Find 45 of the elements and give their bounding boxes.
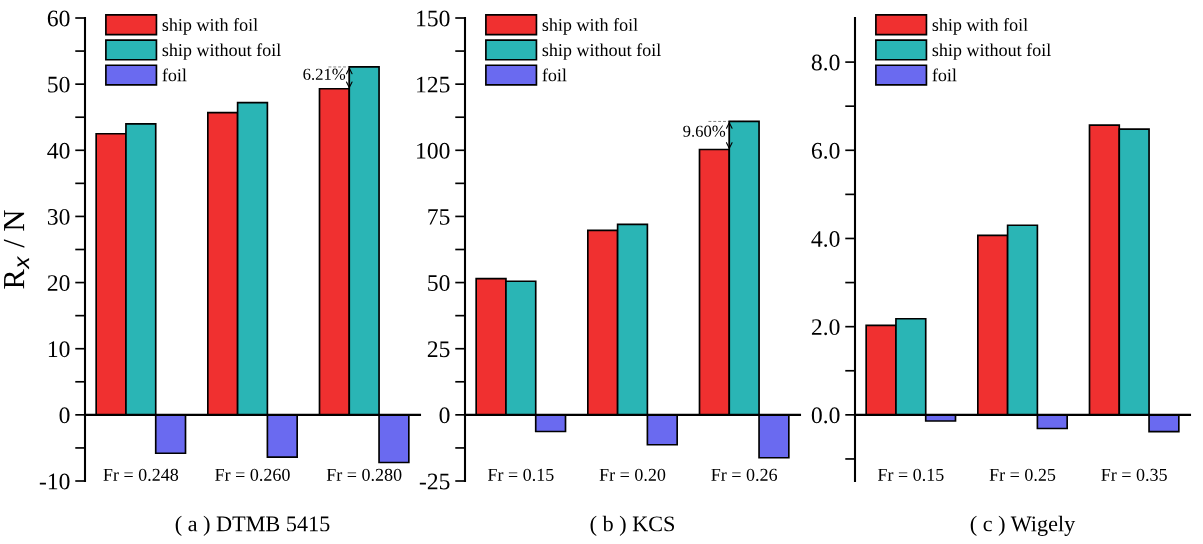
y-tick-label: 125 xyxy=(417,76,450,93)
y-tick-label: 50 xyxy=(428,275,450,291)
y-tick-label: 25 xyxy=(427,341,450,358)
x-tick-label: Fr = 0.15 xyxy=(487,468,554,481)
legend-label: foil xyxy=(542,68,567,82)
y-tick-label: 0 xyxy=(439,407,450,424)
y-tick-label: 20 xyxy=(47,275,70,291)
x-tick-label: Fr = 0.20 xyxy=(599,468,666,481)
y-tick-label: 0 xyxy=(59,407,70,424)
x-tick-label: Fr = 0.248 xyxy=(103,468,179,481)
y-tick-label: -25 xyxy=(419,473,450,490)
x-tick-label: Fr = 0.260 xyxy=(215,468,290,481)
y-tick-label: 2.0 xyxy=(811,319,840,336)
annotation: 9.60% xyxy=(683,125,726,137)
x-axis-title: ( c ) Wigely xyxy=(970,515,1076,536)
x-tick-label: Fr = 0.26 xyxy=(711,468,778,481)
y-tick-label: 50 xyxy=(48,76,70,93)
x-tick-label: Fr = 0.280 xyxy=(326,468,402,481)
legend-label: ship without foil xyxy=(542,43,661,60)
y-tick-label: 10 xyxy=(48,341,70,358)
y-tick-label: 0.0 xyxy=(811,407,840,424)
legend-label: ship without foil xyxy=(162,43,281,60)
x-tick-label: Fr = 0.35 xyxy=(1101,468,1167,481)
y-tick-label: 100 xyxy=(417,142,450,159)
legend-label: foil xyxy=(932,68,957,82)
y-tick-label: 8.0 xyxy=(811,54,840,71)
y-tick-label: 4.0 xyxy=(811,230,840,247)
y-tick-label: 6.0 xyxy=(811,142,840,159)
y-tick-label: -10 xyxy=(39,473,70,490)
x-axis-title: ( b ) KCS xyxy=(590,515,675,536)
legend-label: ship without foil xyxy=(932,43,1051,60)
y-tick-label: 30 xyxy=(47,208,70,225)
legend-label: ship with foil xyxy=(932,18,1028,35)
y-tick-label: 60 xyxy=(47,10,70,27)
y-tick-label: 40 xyxy=(47,142,70,159)
x-tick-label: Fr = 0.15 xyxy=(877,468,944,481)
y-axis-title: R$_{x}$ / N xyxy=(3,210,30,289)
x-tick-label: Fr = 0.25 xyxy=(989,468,1056,481)
annotation: 6.21% xyxy=(303,68,346,80)
legend-label: ship with foil xyxy=(162,18,258,35)
legend-label: foil xyxy=(162,68,187,82)
y-tick-label: 75 xyxy=(428,209,450,225)
y-tick-label: 150 xyxy=(417,10,450,27)
legend-label: ship with foil xyxy=(542,18,638,35)
x-axis-title: ( a ) DTMB 5415 xyxy=(175,515,330,536)
